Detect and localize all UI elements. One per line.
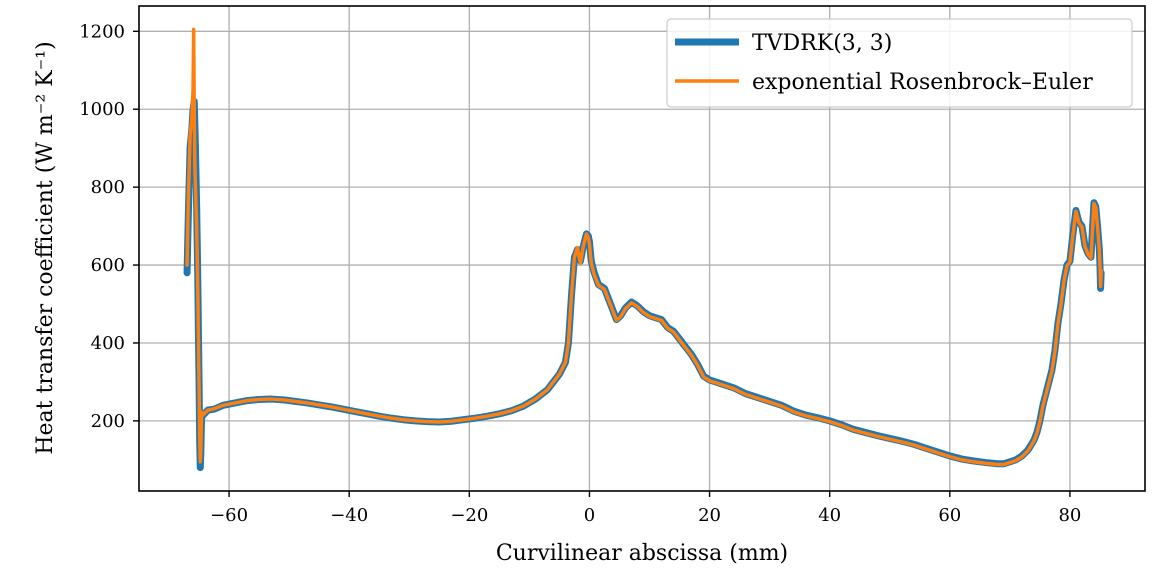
series-lines [183,27,1105,472]
x-tick-label: 20 [698,505,721,526]
legend-label-rosenbrock-euler: exponential Rosenbrock–Euler [752,70,1093,95]
x-tick-label: −60 [210,505,248,526]
y-tick-label: 600 [91,255,125,276]
series-line-rosenbrock-euler [185,27,1103,467]
x-axis-label: Curvilinear abscissa (mm) [496,541,788,566]
y-tick-label: 200 [91,411,125,432]
legend-box [666,18,1133,108]
x-tick-label: 60 [938,505,961,526]
legend-label-tvdrk: TVDRK(3, 3) [752,31,892,56]
x-tick-label: 0 [584,505,595,526]
y-tick-label: 800 [91,177,125,198]
axis-ticks: −60 −40 −20 0 20 40 60 80 200 400 600 800 1000 1200 [79,21,1081,526]
x-tick-label: −20 [450,505,488,526]
plot-frame [138,5,1146,492]
y-axis-label: Heat transfer coefficient (W m⁻² K⁻¹) [33,41,58,454]
y-tick-label: 1200 [79,21,125,42]
y-tick-label: 1000 [79,99,125,120]
series-line-tvdrk [183,97,1105,472]
legend: TVDRK(3, 3) exponential Rosenbrock–Euler [666,18,1133,108]
x-tick-label: 80 [1058,505,1081,526]
y-tick-label: 400 [91,333,125,354]
x-tick-label: 40 [818,505,841,526]
x-tick-label: −40 [330,505,368,526]
